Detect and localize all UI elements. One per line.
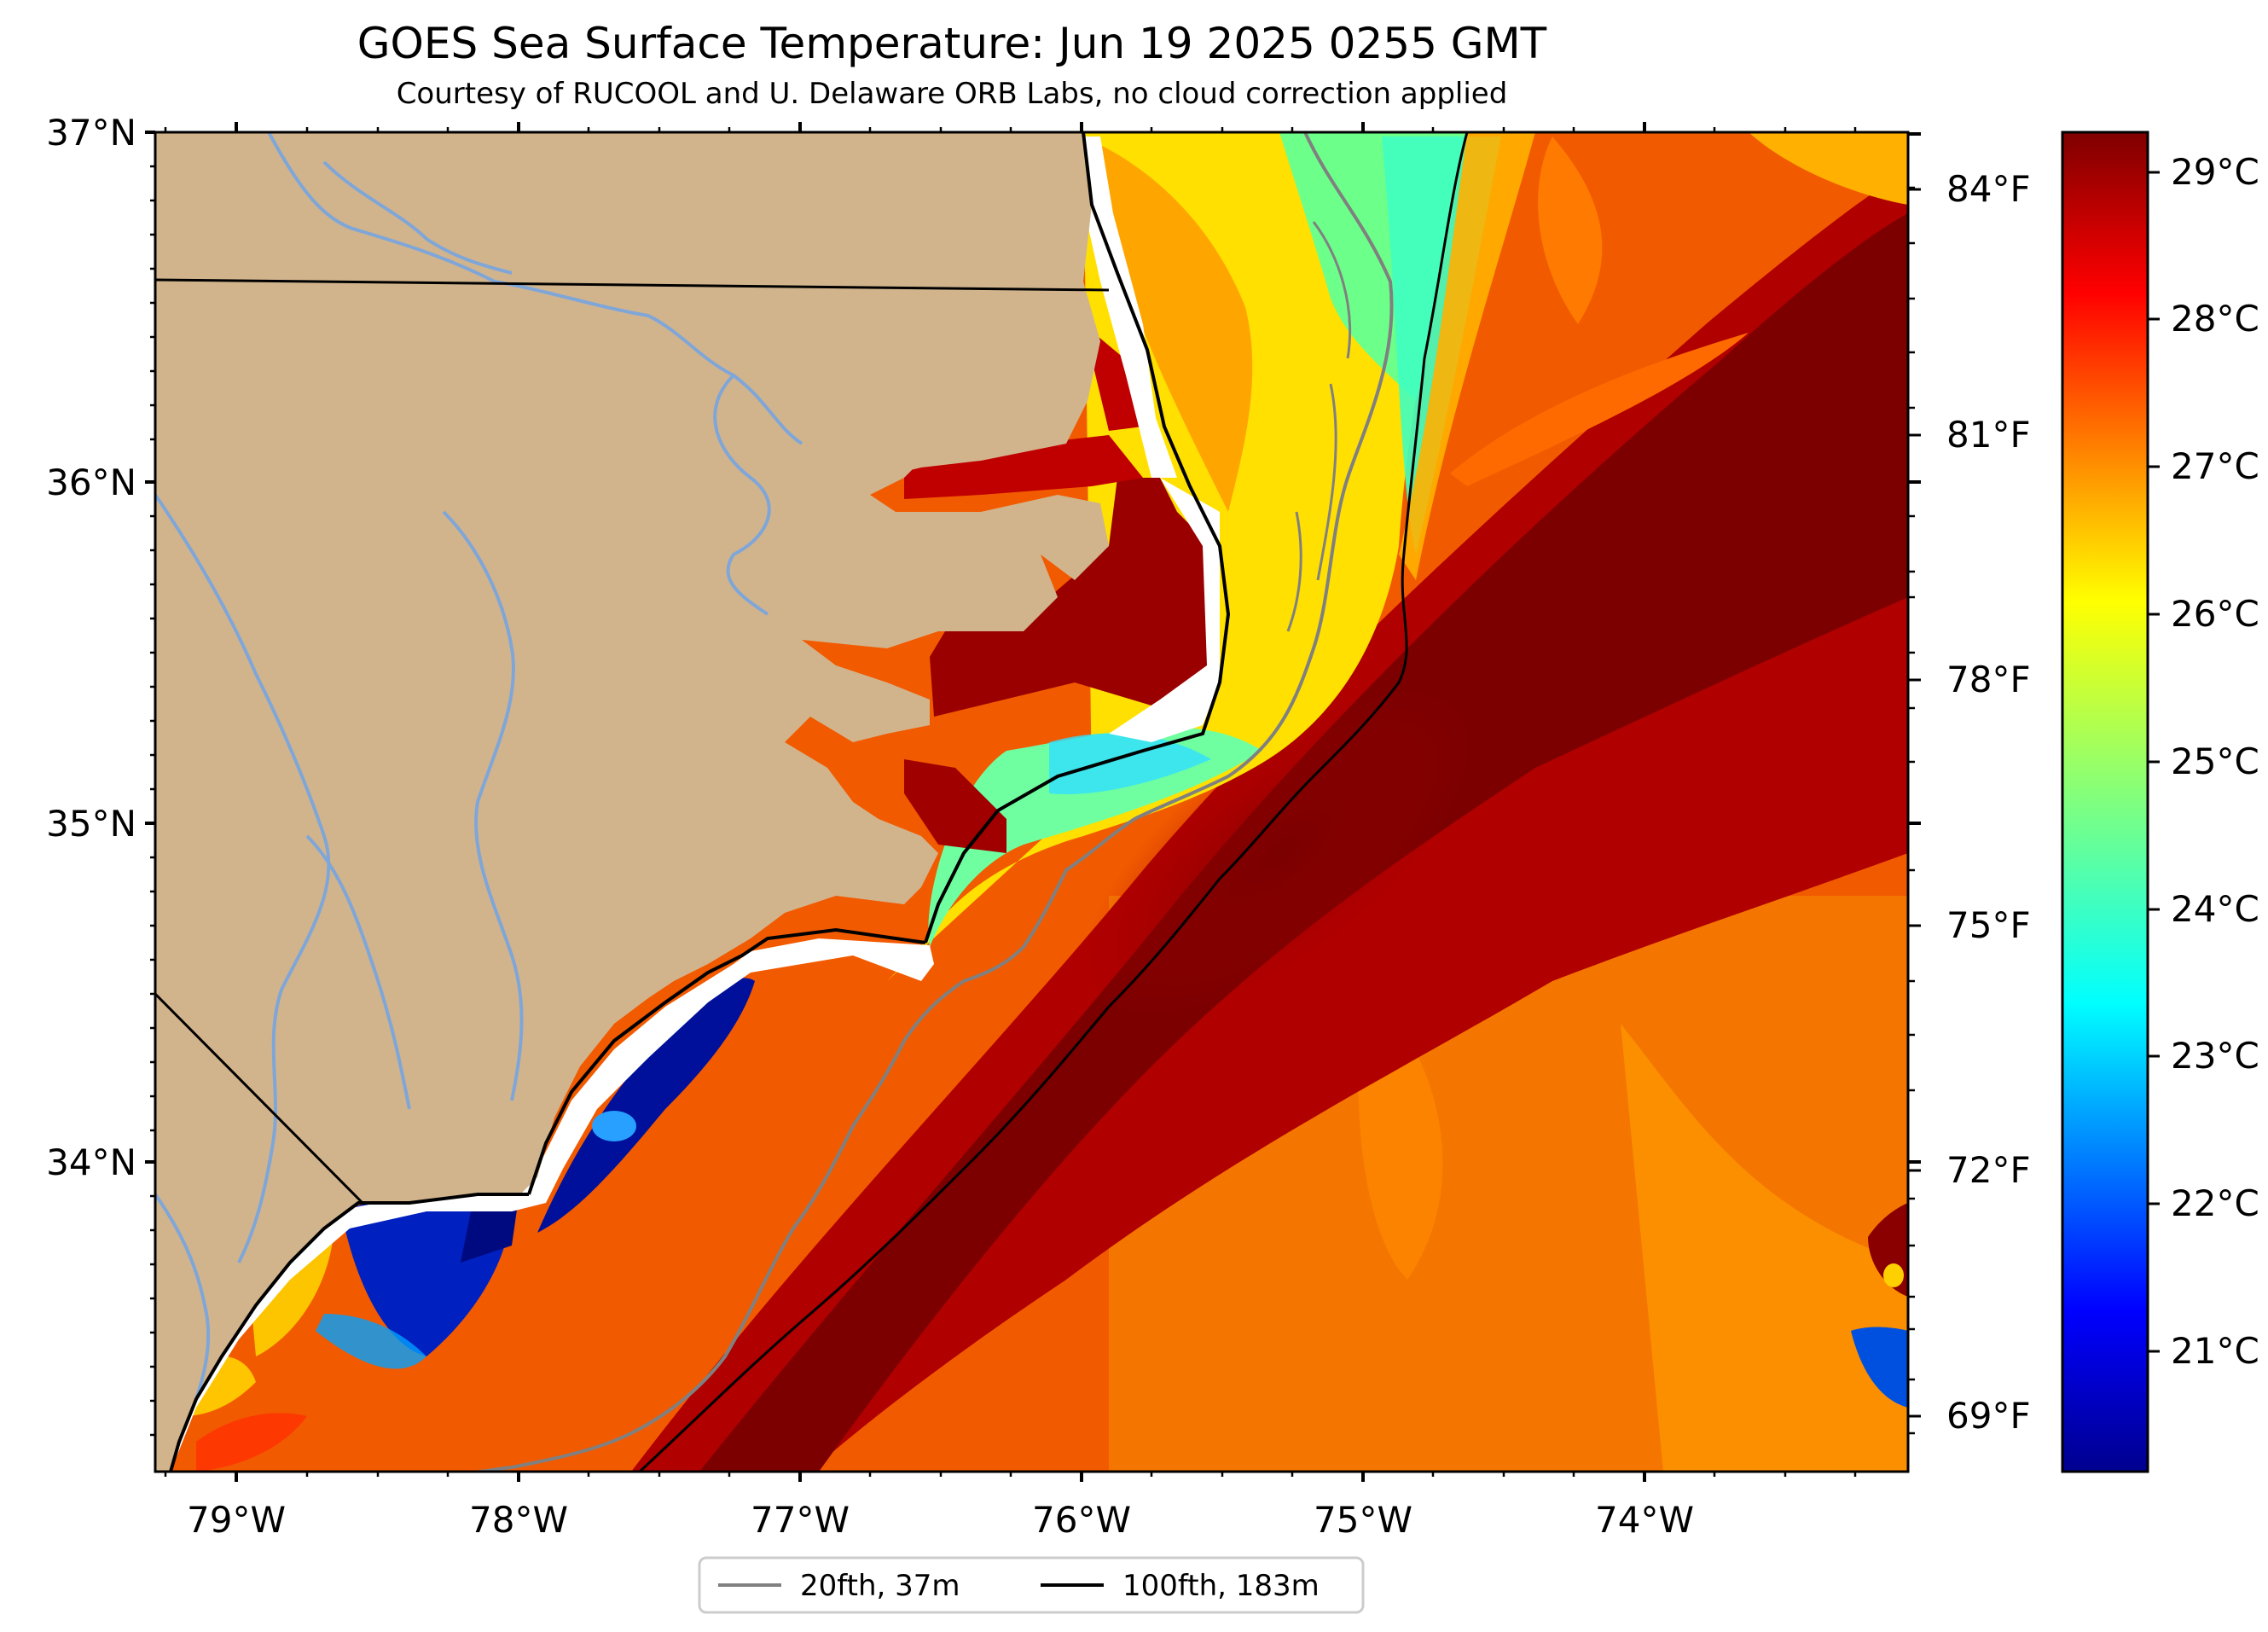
fahrenheit-tick-75: 75°F: [1946, 904, 2031, 946]
coastline: [169, 132, 1231, 1472]
legend: 20fth, 37m 100fth, 183m: [698, 1556, 1365, 1614]
state-borders: [155, 278, 1110, 1205]
lat-minor-ticks: [150, 165, 155, 1437]
colorbar-tick-21c: 21°C: [2171, 1330, 2259, 1372]
fahrenheit-tick-81: 81°F: [1946, 414, 2031, 456]
fahrenheit-label-ticks: [1908, 188, 1921, 1418]
contour-20fth: [477, 132, 1394, 1472]
lat-tick-35: 35°N: [46, 803, 136, 845]
lon-minor-ticks: [164, 127, 1857, 1477]
chart-subtitle: Courtesy of RUCOOL and U. Delaware ORB L…: [396, 77, 1508, 111]
colorbar-tick-26c: 26°C: [2171, 593, 2259, 635]
lon-tick-74w: 74°W: [1595, 1499, 1694, 1541]
chart-title: GOES Sea Surface Temperature: Jun 19 202…: [357, 19, 1547, 68]
fahrenheit-major-ticks: [1908, 132, 1921, 1164]
colorbar: [2061, 131, 2149, 1473]
lat-tick-34: 34°N: [46, 1141, 136, 1183]
lat-tick-37: 37°N: [46, 112, 136, 154]
lon-tick-78w: 78°W: [469, 1499, 568, 1541]
rivers: [155, 132, 803, 1400]
colorbar-tick-28c: 28°C: [2171, 298, 2259, 340]
lon-major-ticks: [235, 122, 1646, 1482]
colorbar-tick-25c: 25°C: [2171, 740, 2259, 782]
lon-tick-76w: 76°W: [1032, 1499, 1131, 1541]
land-mass: [155, 132, 1109, 1472]
fahrenheit-tick-72: 72°F: [1946, 1149, 2031, 1191]
legend-label-100fth: 100fth, 183m: [1122, 1569, 1320, 1603]
colorbar-tick-23c: 23°C: [2171, 1035, 2259, 1077]
legend-label-20fth: 20fth, 37m: [800, 1569, 960, 1603]
colorbar-tick-27c: 27°C: [2171, 445, 2259, 487]
sst-map: [155, 132, 1908, 1472]
fahrenheit-tick-69: 69°F: [1946, 1395, 2031, 1437]
fahrenheit-tick-78: 78°F: [1946, 659, 2031, 700]
lon-tick-79w: 79°W: [187, 1499, 286, 1541]
fahrenheit-tick-84: 84°F: [1946, 168, 2031, 210]
colorbar-tick-22c: 22°C: [2171, 1182, 2259, 1224]
colorbar-tick-29c: 29°C: [2171, 151, 2259, 193]
fahrenheit-minor-ticks: [1908, 186, 1915, 1435]
colorbar-ticks: [2148, 171, 2160, 1353]
map-frame: [154, 131, 1910, 1473]
lat-axis: [145, 131, 155, 1164]
contour-100fth: [638, 132, 1469, 1472]
colorbar-tick-24c: 24°C: [2171, 888, 2259, 930]
lon-tick-77w: 77°W: [751, 1499, 850, 1541]
lon-tick-75w: 75°W: [1314, 1499, 1412, 1541]
lat-tick-36: 36°N: [46, 462, 136, 503]
